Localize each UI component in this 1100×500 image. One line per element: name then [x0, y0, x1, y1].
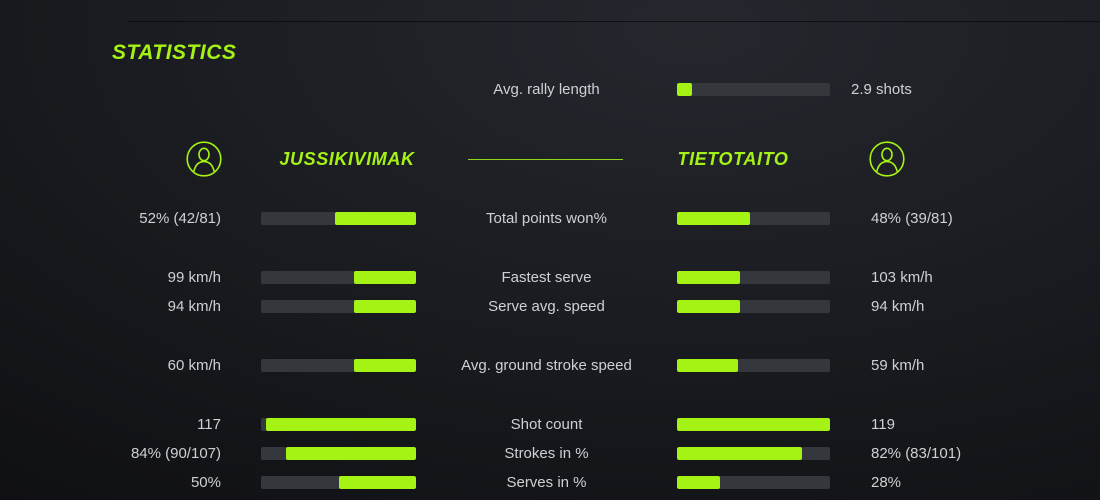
stat-label: Serves in %: [506, 474, 587, 491]
stat-left-value: 50%: [190, 474, 221, 491]
stat-right-bar: [677, 476, 830, 489]
stat-left-bar: [261, 359, 416, 372]
stat-left-bar-fill: [338, 476, 416, 489]
page-title: STATISTICS: [112, 41, 237, 64]
stat-left-bar: [261, 271, 416, 284]
avg-rally-length-label: Avg. rally length: [493, 81, 600, 98]
stat-right-bar-fill: [677, 271, 740, 284]
stat-row-shot-count: 117 Shot count 119: [0, 410, 1100, 439]
players-divider-line: [468, 159, 623, 160]
players-header: JUSSIKIVIMAK TIETOTAITO: [0, 140, 1100, 178]
stat-left-bar: [261, 447, 416, 460]
stat-left-value: 94 km/h: [167, 298, 221, 315]
stat-right-bar: [677, 271, 830, 284]
stat-right-value: 119: [871, 416, 895, 433]
stat-right-value: 103 km/h: [871, 269, 933, 286]
avg-rally-length-row: Avg. rally length 2.9 shots: [0, 76, 1100, 104]
top-divider-line: [128, 21, 1100, 22]
stat-label: Serve avg. speed: [488, 298, 605, 315]
stat-left-bar-fill: [335, 212, 416, 225]
avg-rally-length-value: 2.9 shots: [851, 81, 912, 98]
stat-label: Total points won%: [486, 210, 607, 227]
stat-row-total-points: 52% (42/81) Total points won% 48% (39/81…: [0, 204, 1100, 233]
stat-left-bar-fill: [285, 447, 416, 460]
stat-right-bar-fill: [677, 418, 830, 431]
stat-left-bar-fill: [354, 300, 416, 313]
avg-rally-length-bar: [677, 83, 830, 96]
stat-left-bar: [261, 418, 416, 431]
stat-left-bar: [261, 476, 416, 489]
stat-right-bar-fill: [677, 359, 739, 372]
stat-right-value: 59 km/h: [871, 357, 925, 374]
stat-right-bar-fill: [677, 447, 803, 460]
stat-right-bar-fill: [677, 212, 751, 225]
stat-label: Fastest serve: [501, 269, 592, 286]
stat-right-bar-fill: [677, 476, 720, 489]
stat-right-bar: [677, 300, 830, 313]
player-right-avatar-icon: [869, 141, 905, 177]
stat-right-value: 82% (83/101): [871, 445, 962, 462]
stat-row-ground-stroke-speed: 60 km/h Avg. ground stroke speed 59 km/h: [0, 351, 1100, 380]
stat-left-value: 84% (90/107): [130, 445, 221, 462]
stat-left-bar: [261, 212, 416, 225]
stat-left-bar: [261, 300, 416, 313]
stat-left-value: 117: [197, 416, 221, 433]
stat-left-value: 60 km/h: [167, 357, 221, 374]
stat-left-bar-fill: [354, 359, 416, 372]
stat-label: Strokes in %: [504, 445, 589, 462]
stat-left-value: 52% (42/81): [139, 210, 221, 227]
stat-row-strokes-in-pct: 84% (90/107) Strokes in % 82% (83/101): [0, 439, 1100, 468]
stat-right-value: 28%: [871, 474, 902, 491]
stat-right-bar-fill: [677, 300, 740, 313]
player-right-name: TIETOTAITO: [677, 149, 789, 169]
stat-row-fastest-serve: 99 km/h Fastest serve 103 km/h: [0, 263, 1100, 292]
stat-right-bar: [677, 418, 830, 431]
stat-row-serve-avg-speed: 94 km/h Serve avg. speed 94 km/h: [0, 292, 1100, 321]
stat-left-bar-fill: [265, 418, 416, 431]
stat-label: Shot count: [510, 416, 583, 433]
stat-right-value: 48% (39/81): [871, 210, 953, 227]
stat-row-serves-in-pct: 50% Serves in % 28%: [0, 468, 1100, 497]
stat-right-bar: [677, 212, 830, 225]
player-left-avatar-icon: [186, 141, 222, 177]
stat-left-value: 99 km/h: [167, 269, 221, 286]
stat-right-value: 94 km/h: [871, 298, 925, 315]
stat-left-bar-fill: [354, 271, 416, 284]
stat-label: Avg. ground stroke speed: [461, 357, 632, 374]
avg-rally-length-bar-fill: [677, 83, 693, 96]
stat-right-bar: [677, 447, 830, 460]
stat-right-bar: [677, 359, 830, 372]
player-left-name: JUSSIKIVIMAK: [279, 149, 415, 169]
